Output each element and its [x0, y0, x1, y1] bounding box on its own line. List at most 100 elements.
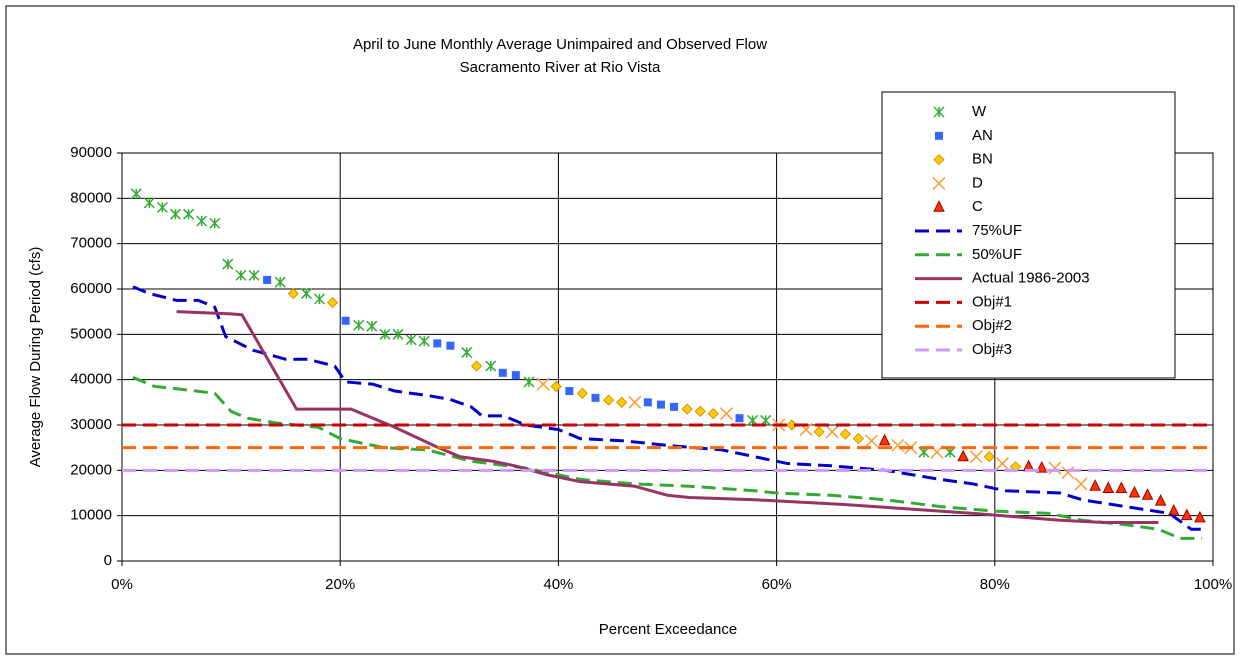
legend-label: AN: [972, 127, 993, 144]
point: [719, 407, 733, 421]
legend-label: Obj#3: [972, 341, 1012, 358]
point: [864, 434, 879, 448]
point: [735, 414, 744, 423]
legend-label: 50%UF: [972, 246, 1022, 263]
point: [405, 334, 417, 346]
point: [813, 426, 825, 438]
point: [183, 208, 195, 220]
point: [287, 287, 299, 300]
y-tick-label: 0: [104, 552, 112, 569]
point: [694, 405, 706, 417]
point: [1061, 466, 1075, 480]
point: [983, 451, 995, 463]
legend-label: 75%UF: [972, 222, 1022, 239]
point: [274, 276, 286, 288]
point: [222, 258, 234, 270]
point: [169, 208, 181, 220]
point: [1048, 461, 1062, 475]
series-line: [132, 376, 1203, 540]
point: [1115, 481, 1128, 493]
point: [707, 408, 719, 420]
point: [196, 215, 208, 227]
series-line: [132, 285, 1203, 531]
point: [209, 217, 221, 229]
point: [969, 450, 983, 464]
y-tick-label: 50000: [70, 325, 112, 342]
y-tick-label: 90000: [70, 144, 112, 161]
point: [235, 269, 247, 281]
legend-box: [881, 91, 1176, 379]
point: [643, 398, 652, 407]
point: [891, 438, 905, 452]
point: [498, 368, 507, 377]
point: [366, 320, 378, 332]
legend-label: Actual 1986-2003: [972, 270, 1090, 287]
x-tick-label: 60%: [762, 576, 792, 593]
point: [670, 402, 679, 411]
point: [461, 346, 473, 358]
x-tick-label: 100%: [1194, 576, 1232, 593]
y-tick-label: 60000: [70, 280, 112, 297]
point: [392, 328, 404, 340]
y-tick-label: 40000: [70, 371, 112, 388]
point: [576, 387, 588, 399]
y-tick-label: 80000: [70, 189, 112, 206]
legend-label: BN: [972, 151, 993, 168]
point: [656, 400, 665, 409]
legend-swatch: [932, 176, 946, 190]
point: [616, 396, 628, 408]
x-tick-label: 40%: [543, 576, 573, 593]
point: [263, 275, 272, 284]
point: [839, 428, 851, 440]
chart-subtitle: Sacramento River at Rio Vista: [460, 59, 661, 76]
point: [878, 433, 891, 446]
point: [1181, 508, 1193, 521]
point: [1141, 488, 1154, 500]
point: [300, 288, 312, 300]
point: [523, 376, 535, 388]
x-tick-label: 80%: [980, 576, 1010, 593]
legend-swatch: [935, 131, 943, 140]
legend-swatch: [933, 106, 945, 118]
series-line: [176, 310, 1159, 524]
chart-title: April to June Monthly Average Unimpaired…: [353, 36, 767, 53]
x-tick-label: 0%: [111, 576, 133, 593]
point: [1102, 481, 1115, 493]
point: [1154, 494, 1167, 506]
point: [536, 377, 550, 391]
point: [143, 197, 155, 209]
point: [353, 319, 365, 331]
point: [326, 297, 339, 309]
point: [825, 425, 839, 439]
x-tick-label: 20%: [325, 576, 355, 593]
point: [511, 371, 520, 380]
point: [995, 457, 1009, 471]
y-axis-label: Average Flow During Period (cfs): [27, 247, 44, 468]
point: [446, 341, 455, 350]
legend-label: W: [972, 103, 987, 120]
point: [1035, 460, 1048, 473]
legend-swatch: [933, 200, 945, 212]
legend-swatch: [933, 154, 945, 166]
point: [1128, 485, 1141, 498]
y-tick-label: 30000: [70, 416, 112, 433]
point: [485, 360, 497, 372]
point: [379, 328, 391, 340]
point: [852, 433, 864, 445]
point: [565, 387, 574, 395]
point: [130, 188, 142, 200]
y-tick-label: 10000: [70, 507, 112, 524]
point: [418, 335, 430, 347]
plot-area: [121, 152, 1214, 562]
point: [591, 393, 600, 402]
legend-label: Obj#2: [972, 317, 1012, 334]
legend-label: C: [972, 198, 983, 215]
point: [786, 419, 798, 431]
point: [957, 449, 969, 462]
point: [681, 403, 693, 415]
point: [433, 339, 442, 348]
point: [603, 394, 615, 406]
point: [550, 380, 562, 393]
legend-label: D: [972, 174, 983, 191]
